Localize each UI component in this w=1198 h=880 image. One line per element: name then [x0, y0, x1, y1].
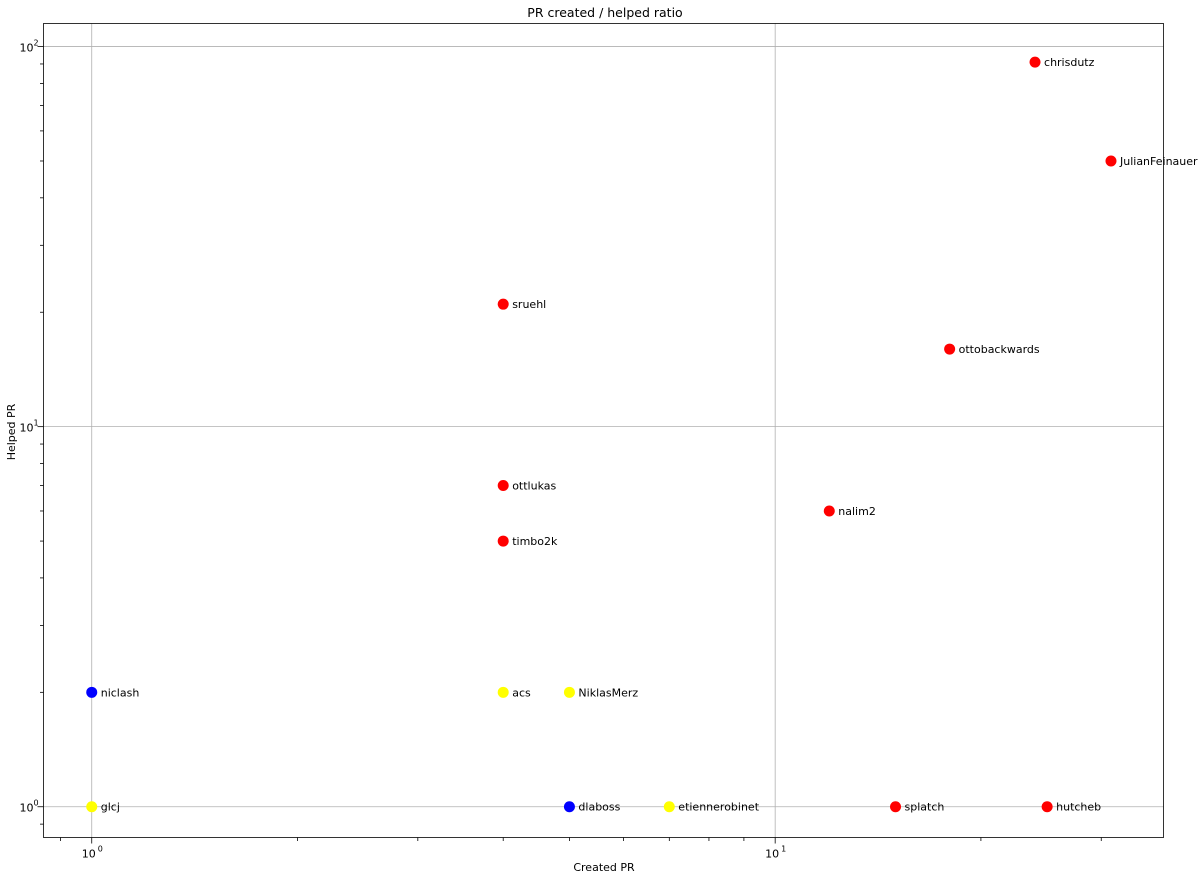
point-label: glcj [101, 801, 120, 814]
point-marker [1041, 801, 1053, 813]
point-label: splatch [905, 801, 945, 814]
point-marker [497, 480, 509, 492]
point-label: nalim2 [838, 505, 876, 518]
grid-lines [43, 23, 1164, 838]
x-tick-label-exponent: 0 [98, 845, 103, 854]
point-marker [86, 686, 98, 698]
data-point: acs [497, 686, 531, 699]
chart-title: PR created / helped ratio [527, 5, 682, 20]
y-tick-label-exponent: 2 [34, 39, 39, 48]
point-marker [563, 801, 575, 813]
data-point: sruehl [497, 298, 546, 311]
y-tick-label: 10 [20, 422, 34, 435]
point-marker [890, 801, 902, 813]
point-label: ottobackwards [959, 343, 1040, 356]
data-point: chrisdutz [1029, 56, 1095, 69]
y-tick-label: 10 [20, 802, 34, 815]
point-label: acs [512, 686, 531, 699]
point-marker [563, 686, 575, 698]
x-tick-label: 10 [82, 848, 96, 861]
data-point: nalim2 [823, 505, 876, 518]
point-marker [944, 343, 956, 355]
data-point: etiennerobinet [663, 801, 760, 814]
y-axis-label: Helped PR [5, 403, 18, 460]
plot-frame [43, 23, 1164, 838]
point-label: timbo2k [512, 535, 558, 548]
point-marker [497, 535, 509, 547]
data-point: dlaboss [563, 801, 621, 814]
point-marker [1105, 155, 1117, 167]
data-point: ottobackwards [944, 343, 1040, 356]
point-label: etiennerobinet [678, 801, 759, 814]
point-label: NiklasMerz [578, 686, 638, 699]
data-point: niclash [86, 686, 139, 699]
x-tick-label-exponent: 1 [781, 845, 786, 854]
point-marker [663, 801, 675, 813]
data-point: JulianFeinauer [1105, 155, 1198, 168]
point-label: hutcheb [1056, 801, 1101, 814]
data-point: timbo2k [497, 535, 558, 548]
point-label: JulianFeinauer [1119, 155, 1198, 168]
point-marker [86, 801, 98, 813]
data-point: glcj [86, 801, 120, 814]
data-point: NiklasMerz [563, 686, 638, 699]
y-tick-label: 10 [20, 42, 34, 55]
point-label: chrisdutz [1044, 56, 1095, 69]
point-marker [497, 298, 509, 310]
data-point: ottlukas [497, 480, 557, 493]
axis-ticks: 10 0 10 110 010 110 2 [20, 39, 1102, 861]
y-tick-label-exponent: 0 [34, 799, 39, 808]
y-tick-label-exponent: 1 [34, 419, 39, 428]
x-axis-label: Created PR [573, 861, 635, 874]
point-marker [823, 505, 835, 517]
point-label: niclash [101, 686, 140, 699]
x-tick-label: 10 [765, 848, 779, 861]
point-label: sruehl [512, 298, 546, 311]
point-marker [1029, 56, 1041, 68]
point-marker [497, 686, 509, 698]
point-label: dlaboss [578, 801, 620, 814]
data-point: splatch [890, 801, 944, 814]
data-points: chrisdutz JulianFeinauer sruehl ottobackwar… [86, 56, 1198, 814]
point-label: ottlukas [512, 480, 556, 493]
data-point: hutcheb [1041, 801, 1101, 814]
